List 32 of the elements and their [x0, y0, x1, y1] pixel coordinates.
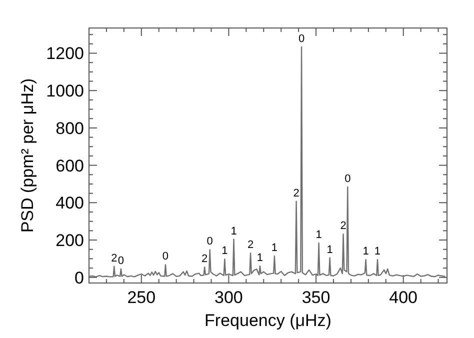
- annotation: 0: [344, 172, 351, 185]
- x-tick-label: 400: [389, 288, 418, 307]
- y-axis-title: PSD (ppm² per μHz): [18, 78, 37, 233]
- annotation: 0: [298, 32, 305, 45]
- y-tick-label: 800: [56, 118, 84, 138]
- x-tick-label: 300: [214, 288, 243, 307]
- annotation: 0: [162, 250, 169, 263]
- annotation: 1: [222, 245, 228, 258]
- x-tick-label: 350: [302, 288, 330, 307]
- annotation: 1: [256, 252, 264, 264]
- line-series: [88, 46, 446, 278]
- annotation: 1: [326, 244, 333, 256]
- annotation: 0: [118, 254, 124, 267]
- annotation: 1: [271, 242, 278, 254]
- annotation: 2: [247, 239, 254, 252]
- annotation: 1: [230, 225, 237, 238]
- annotation: 1: [362, 246, 369, 258]
- y-tick-label: 400: [56, 194, 84, 213]
- annotation: 2: [340, 220, 346, 232]
- x-axis-title: Frequency (μHz): [204, 311, 332, 330]
- annotation: 1: [374, 246, 381, 258]
- y-tick-label: 0: [74, 268, 84, 288]
- x-tick-label: 250: [127, 288, 156, 307]
- y-tick-label: 200: [56, 230, 84, 250]
- y-tick-label: 1200: [46, 44, 84, 64]
- y-tick-label: 600: [56, 156, 84, 176]
- annotation: 2: [293, 187, 300, 200]
- annotation: 2: [111, 252, 118, 264]
- y-tick-label: 1000: [46, 82, 84, 101]
- annotation: 0: [206, 236, 213, 248]
- annotation: 2: [202, 253, 208, 266]
- annotation: 1: [316, 229, 322, 242]
